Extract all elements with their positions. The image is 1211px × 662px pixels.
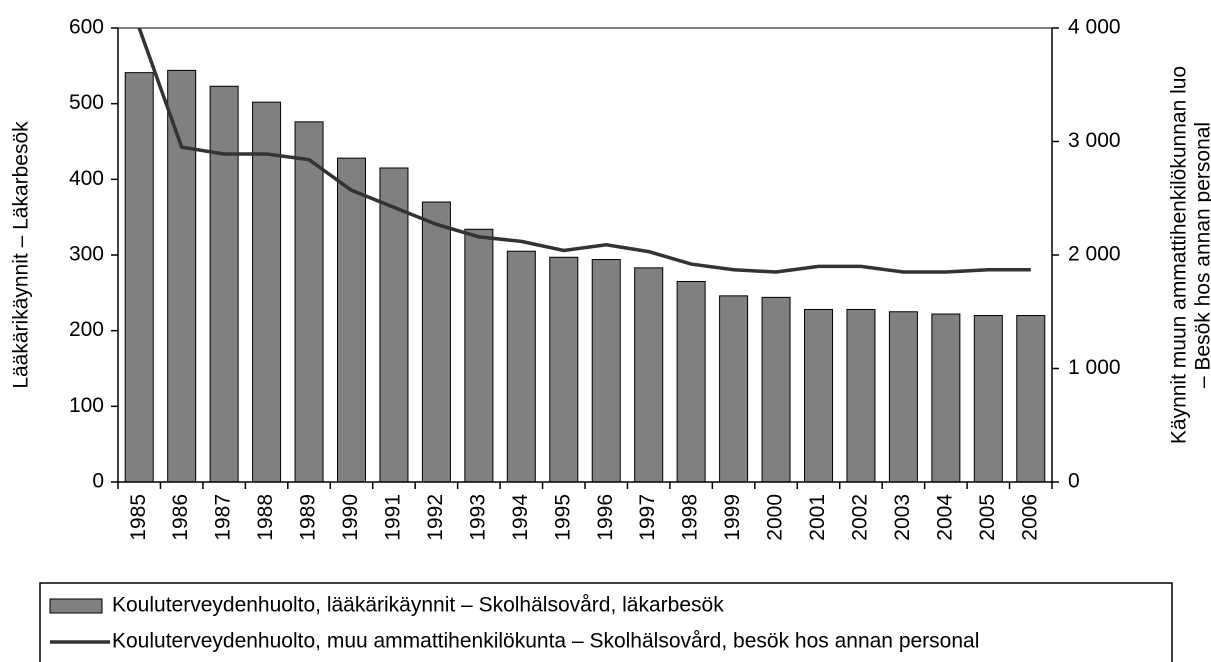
legend-swatch	[49, 598, 103, 614]
bar	[167, 69, 197, 483]
bar	[1016, 315, 1046, 483]
y-tick-label: 200	[69, 318, 104, 341]
y-tick-label: 400	[69, 167, 104, 190]
y2-tick-label: 0	[1068, 470, 1080, 493]
bar	[464, 228, 494, 483]
bar	[591, 259, 621, 483]
bar	[336, 157, 367, 483]
x-tick-label: 2002	[849, 494, 872, 541]
bar	[506, 250, 536, 483]
y2-tick-label: 4 000	[1068, 16, 1121, 39]
x-tick-label: 2006	[1018, 494, 1041, 541]
x-tick-label: 1993	[466, 494, 489, 541]
x-tick-label: 1989	[297, 494, 320, 541]
y2-axis-label: Käynnit muun ammattihenkilökunnan luo	[1168, 66, 1191, 444]
bar	[124, 72, 154, 483]
bar	[421, 201, 451, 483]
legend-label: Kouluterveydenhuolto, lääkärikäynnit – S…	[112, 594, 724, 617]
x-tick-label: 1997	[636, 494, 659, 541]
bar	[761, 296, 791, 483]
legend-label: Kouluterveydenhuolto, muu ammattihenkilö…	[112, 630, 979, 653]
y-tick-label: 100	[69, 394, 104, 417]
x-tick-label: 1992	[424, 494, 447, 541]
x-tick-label: 1998	[679, 494, 702, 541]
bar	[888, 311, 918, 483]
x-tick-label: 1996	[594, 494, 617, 541]
y2-axis-label: – Besök hos annan personal	[1192, 122, 1211, 388]
x-tick-label: 1991	[382, 494, 405, 541]
x-tick-label: 2005	[976, 494, 999, 541]
bar	[803, 308, 834, 483]
y-axis-label: Lääkärikäynnit – Läkarbesök	[10, 121, 33, 389]
x-tick-label: 2003	[891, 494, 914, 541]
x-tick-label: 2004	[933, 494, 956, 541]
x-tick-label: 1999	[721, 494, 744, 541]
x-tick-label: 2000	[764, 494, 787, 541]
bar	[931, 313, 961, 483]
y2-tick-label: 1 000	[1068, 356, 1121, 379]
x-tick-label: 1985	[127, 494, 150, 541]
x-tick-label: 1990	[339, 494, 362, 541]
bar	[549, 256, 579, 483]
x-tick-label: 1986	[169, 494, 192, 541]
bar	[846, 308, 876, 483]
line-series	[137, 28, 1031, 274]
y-tick-label: 300	[69, 243, 104, 266]
bar	[209, 85, 239, 483]
bar	[676, 280, 706, 483]
y-tick-label: 600	[69, 16, 104, 39]
x-tick-label: 1994	[509, 494, 532, 541]
y-tick-label: 500	[69, 91, 104, 114]
bar	[294, 121, 324, 483]
x-tick-label: 2001	[806, 494, 829, 541]
bar	[973, 315, 1003, 483]
bar	[634, 267, 664, 483]
y2-tick-label: 2 000	[1068, 243, 1121, 266]
x-tick-label: 1995	[551, 494, 574, 541]
bar	[379, 167, 409, 483]
legend-box	[39, 582, 1173, 662]
bar	[252, 101, 282, 483]
y2-tick-label: 3 000	[1068, 129, 1121, 152]
bar	[719, 295, 749, 483]
y-tick-label: 0	[92, 470, 104, 493]
x-tick-label: 1988	[254, 494, 277, 541]
x-tick-label: 1987	[212, 494, 235, 541]
